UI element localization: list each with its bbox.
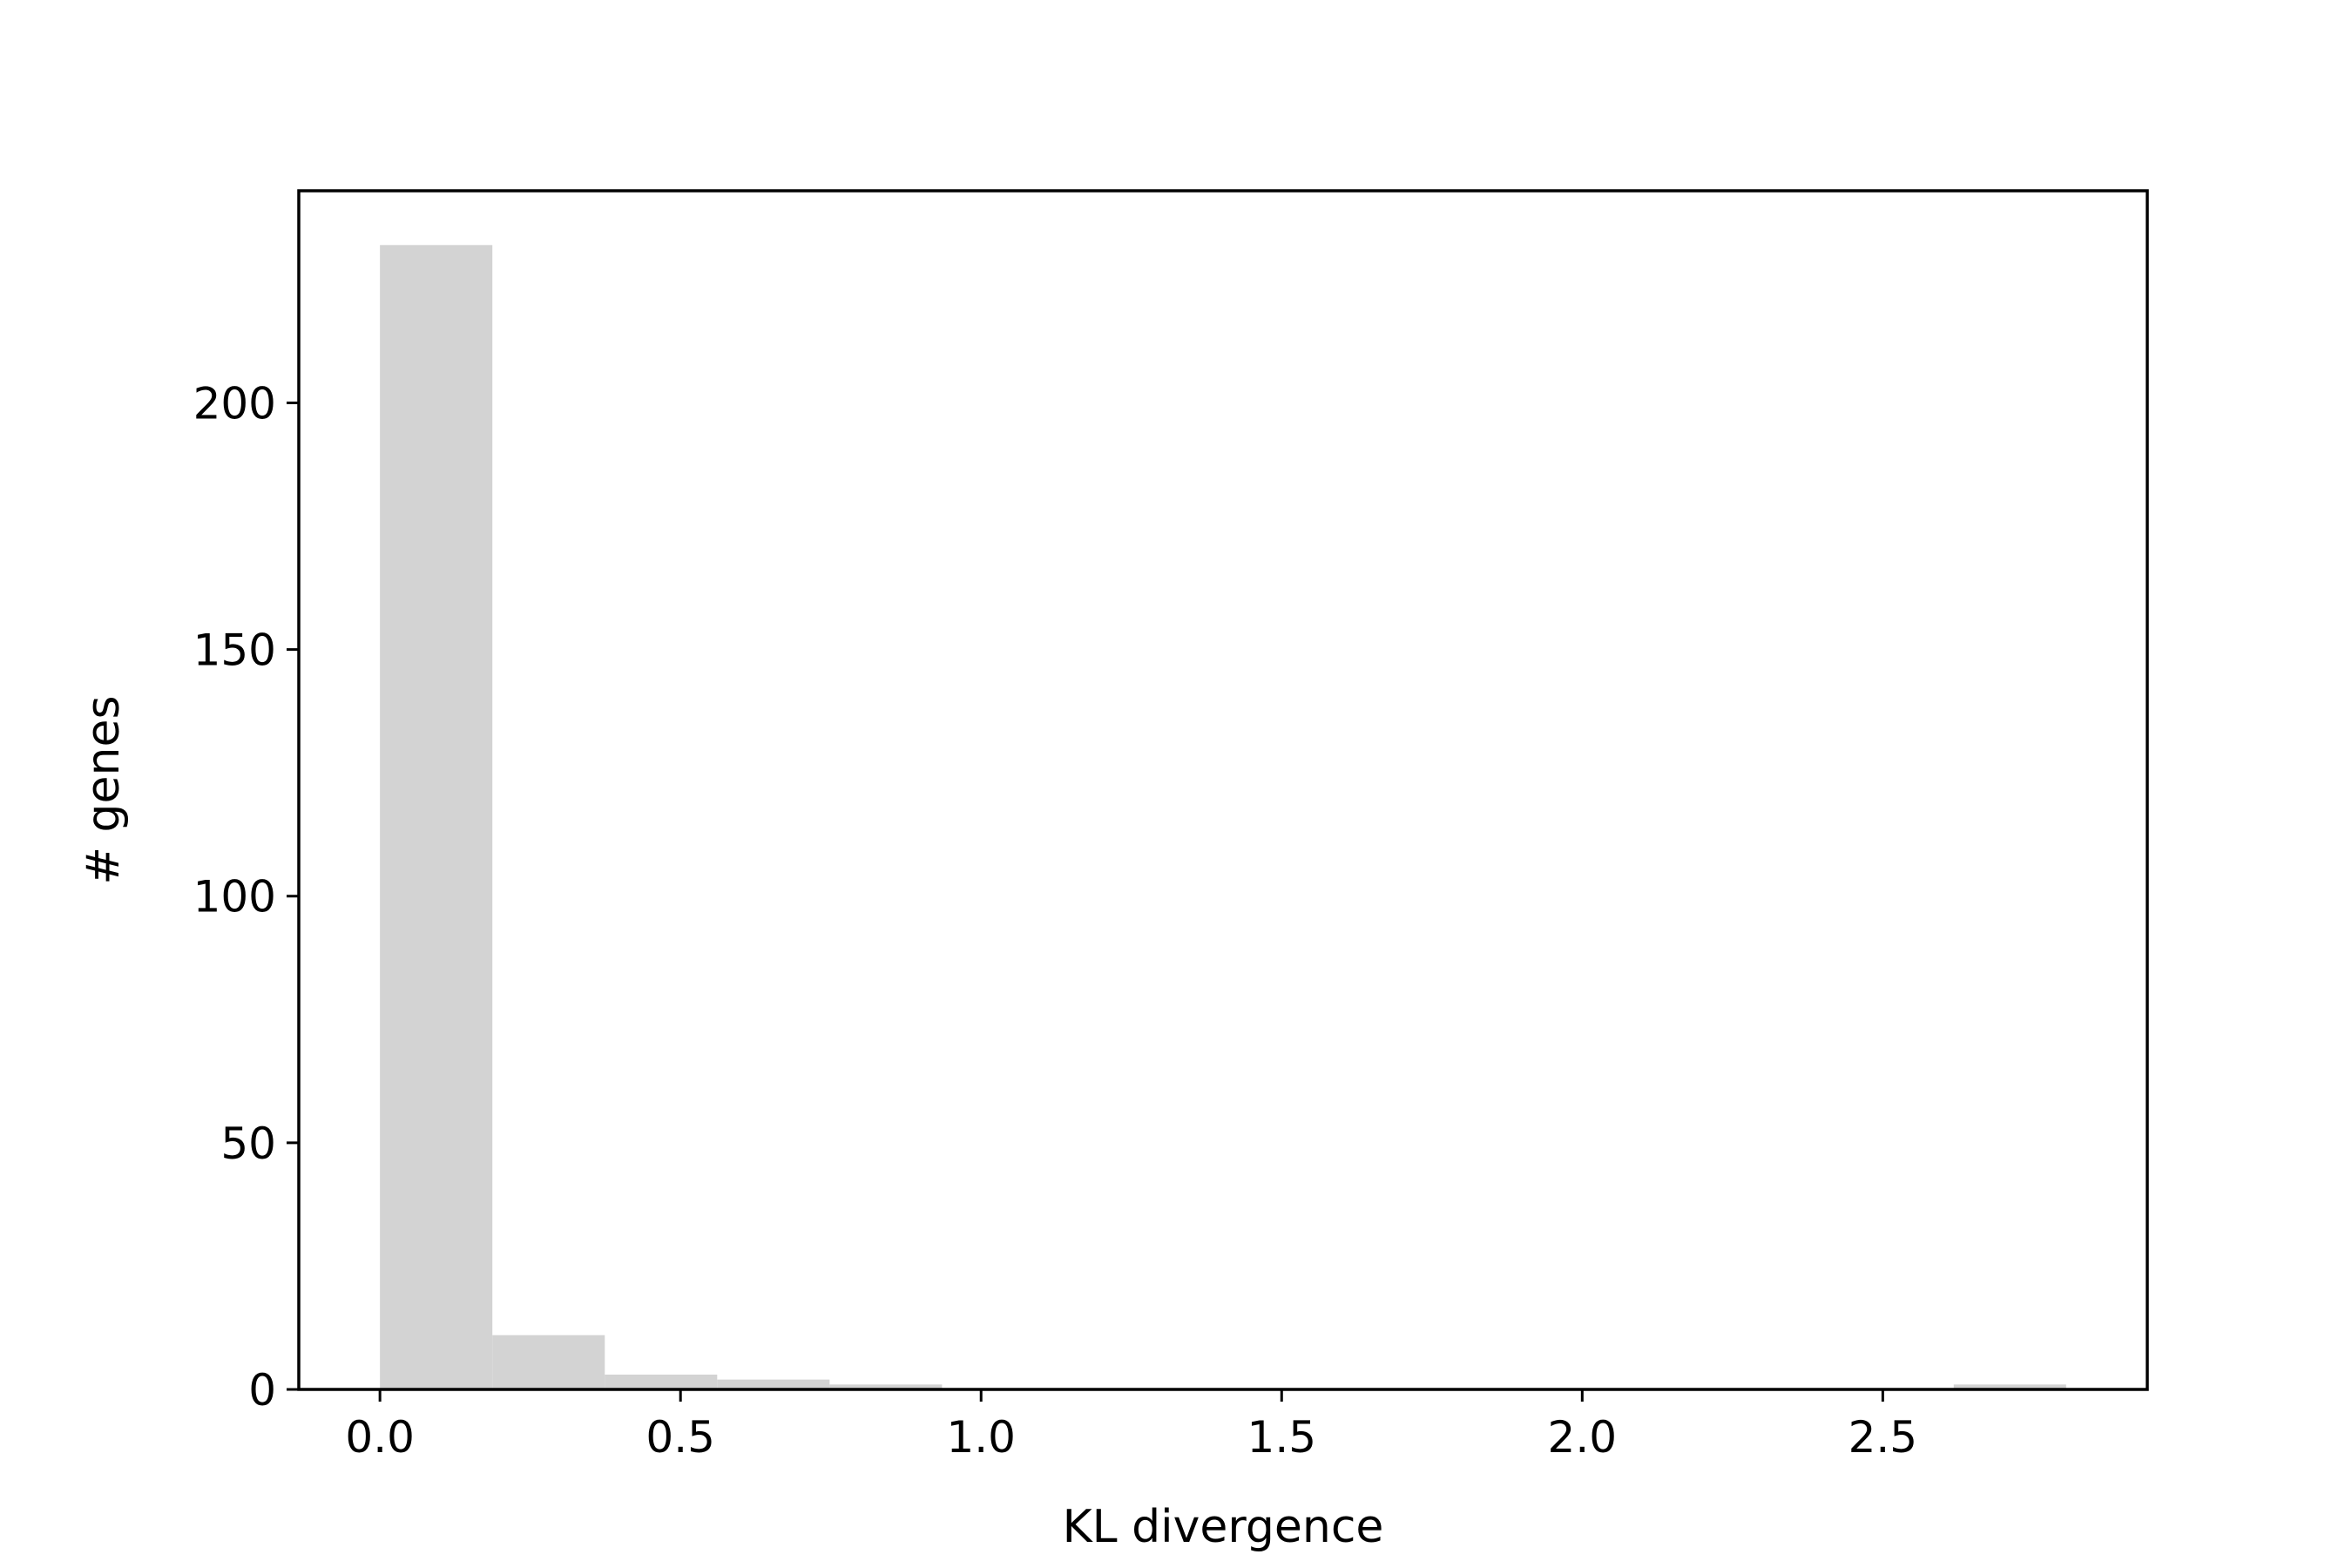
histogram-bar-1 [492, 1335, 605, 1389]
y-axis-label: # genes [78, 695, 130, 884]
x-tick-label-5: 2.5 [1848, 1412, 1918, 1463]
y-tick-label-4: 200 [193, 378, 276, 429]
plot-frame [297, 189, 2149, 1391]
x-tick-label-3: 1.5 [1247, 1412, 1317, 1463]
x-tick-label-0: 0.0 [345, 1412, 415, 1463]
x-axis-label: KL divergence [1063, 1501, 1384, 1553]
x-tick-label-4: 2.0 [1548, 1412, 1618, 1463]
histogram-bar-4 [829, 1384, 943, 1389]
x-tick-label-1: 0.5 [645, 1412, 715, 1463]
y-tick-label-2: 100 [193, 872, 276, 923]
x-tick-label-2: 1.0 [946, 1412, 1016, 1463]
y-tick-label-1: 50 [220, 1119, 276, 1169]
histogram-bars [380, 245, 2066, 1389]
histogram-bar-14 [1953, 1384, 2066, 1389]
y-axis-ticks: 0 50 100 150 200 [193, 378, 299, 1416]
histogram-bar-3 [717, 1379, 830, 1389]
y-tick-label-0: 0 [248, 1365, 276, 1416]
y-tick-label-3: 150 [193, 625, 276, 676]
histogram-bar-2 [605, 1375, 718, 1389]
x-axis-ticks: 0.0 0.5 1.0 1.5 2.0 2.5 [345, 1389, 1917, 1463]
histogram-bar-0 [380, 245, 493, 1389]
